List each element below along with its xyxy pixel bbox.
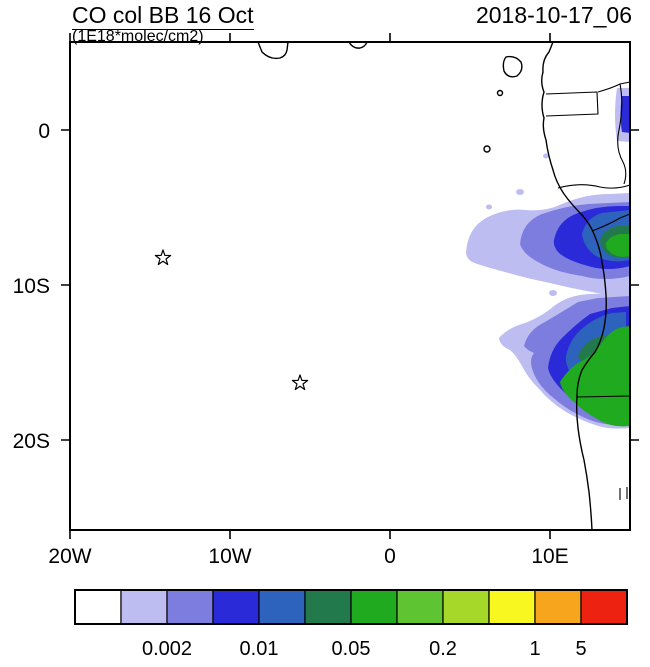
contour-green-south bbox=[560, 326, 630, 427]
colorbar-cell-1 bbox=[74, 589, 122, 625]
star-icon bbox=[154, 249, 172, 266]
y-axis-ticks-right bbox=[630, 129, 639, 441]
colorbar-label-001: 0.01 bbox=[240, 638, 279, 660]
contour-blue-edge-strip bbox=[620, 96, 630, 133]
coastline-africa-west bbox=[541, 41, 607, 531]
contour-lavender-speck-1 bbox=[516, 189, 524, 195]
colorbar-cell-3 bbox=[166, 589, 214, 625]
colorbar-cells bbox=[74, 589, 628, 625]
x-axis-ticks-top bbox=[69, 33, 551, 42]
star-icon bbox=[291, 374, 309, 391]
x-tick-label-0: 0 bbox=[384, 545, 396, 568]
co-contour-fills bbox=[466, 88, 630, 429]
colorbar-cell-4 bbox=[212, 589, 260, 625]
island-bioko bbox=[502, 55, 523, 78]
colorbar: 0.002 0.01 0.05 0.2 1 5 bbox=[74, 589, 628, 660]
border-angola-drc-congo-river bbox=[591, 213, 631, 232]
island-principe bbox=[496, 89, 504, 97]
contour-lavender-speck-4 bbox=[543, 153, 549, 159]
coastline-gulf-of-guinea-snippet-east bbox=[348, 41, 368, 49]
colorbar-label-5: 5 bbox=[575, 638, 586, 660]
star-marker-2 bbox=[291, 374, 309, 391]
border-congo-drc bbox=[557, 184, 631, 189]
y-tick-label-20s: 20S bbox=[13, 430, 50, 453]
contour-lavender-speck-2 bbox=[486, 204, 492, 210]
colorbar-cell-9 bbox=[442, 589, 490, 625]
border-marks-bottom-right bbox=[619, 487, 628, 500]
colorbar-cell-7 bbox=[350, 589, 398, 625]
colorbar-label-1: 1 bbox=[529, 638, 540, 660]
colorbar-frame bbox=[74, 589, 628, 625]
colorbar-cell-2 bbox=[120, 589, 168, 625]
contour-green-north bbox=[605, 234, 630, 257]
border-angola-namibia bbox=[576, 395, 631, 398]
colorbar-cell-10 bbox=[488, 589, 536, 625]
colorbar-label-02: 0.2 bbox=[429, 638, 457, 660]
contour-lavender-speck-3 bbox=[549, 290, 557, 296]
x-tick-label-10w: 10W bbox=[208, 545, 251, 568]
star-marker-1 bbox=[154, 249, 172, 266]
coastline bbox=[257, 41, 607, 531]
plot-timestamp: 2018-10-17_06 bbox=[475, 2, 632, 28]
x-tick-label-10e: 10E bbox=[531, 545, 568, 568]
plot-title: CO col BB 16 Oct bbox=[72, 2, 254, 30]
coastline-gulf-of-guinea-snippet-west bbox=[257, 41, 289, 60]
colorbar-cell-5 bbox=[258, 589, 306, 625]
x-axis-ticks-bottom bbox=[69, 530, 551, 539]
colorbar-label-005: 0.05 bbox=[332, 638, 371, 660]
plot-units-subtitle: (1E18*molec/cm2) bbox=[72, 28, 204, 45]
colorbar-label-0002: 0.002 bbox=[142, 638, 192, 660]
y-tick-label-10s: 10S bbox=[13, 275, 50, 298]
colorbar-cell-8 bbox=[396, 589, 444, 625]
colorbar-cell-11 bbox=[534, 589, 582, 625]
island-sao-tome bbox=[483, 145, 491, 153]
x-tick-label-20w: 20W bbox=[48, 545, 91, 568]
y-axis-ticks-left bbox=[61, 129, 70, 441]
colorbar-cell-6 bbox=[304, 589, 352, 625]
country-borders bbox=[545, 81, 631, 500]
border-equatorial-guinea bbox=[545, 91, 599, 117]
map-frame bbox=[69, 41, 631, 531]
y-tick-label-0: 0 bbox=[38, 120, 50, 143]
border-gabon-congo-east bbox=[617, 83, 627, 185]
axis-ticks bbox=[61, 33, 639, 539]
colorbar-cell-12 bbox=[580, 589, 628, 625]
